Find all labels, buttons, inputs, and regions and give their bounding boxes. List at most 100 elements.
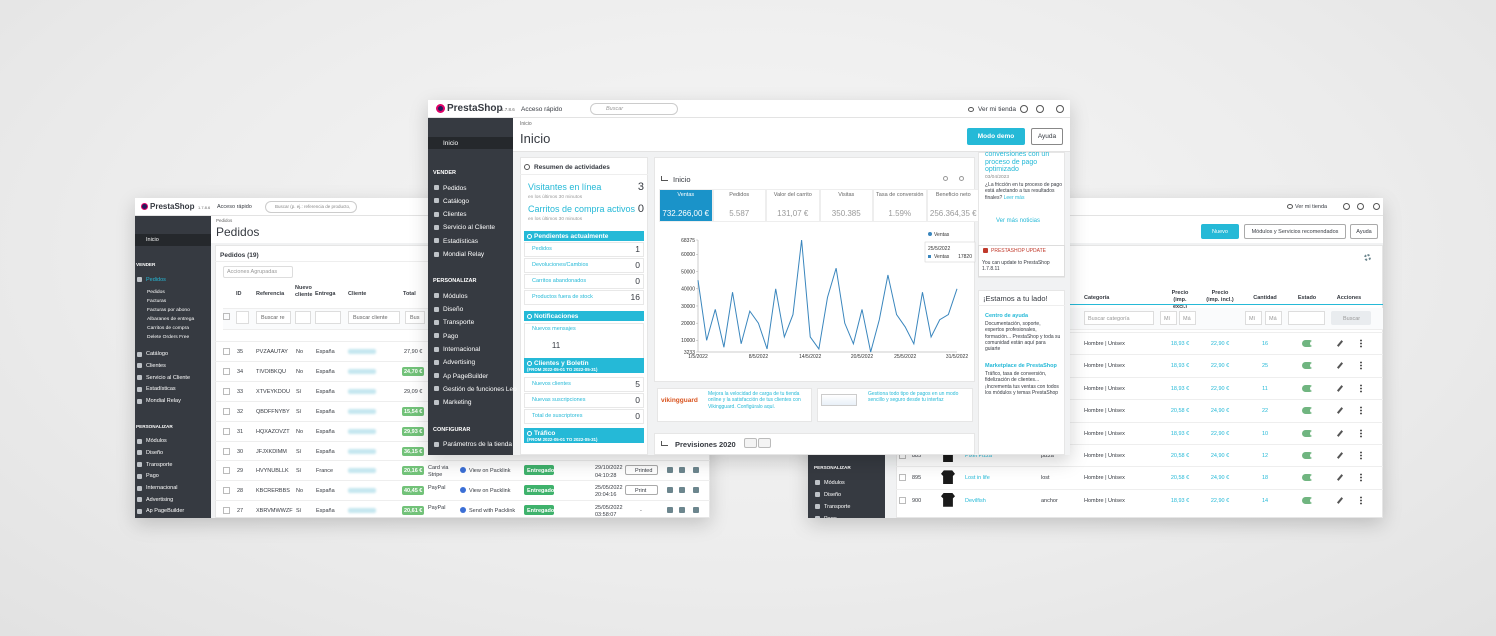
more-icon[interactable] (1360, 451, 1362, 460)
more-icon[interactable] (1360, 428, 1362, 438)
product-name[interactable]: Devilfish (965, 497, 986, 504)
button[interactable] (1244, 224, 1346, 239)
sidebar-link[interactable]: Transporte (146, 461, 173, 468)
metric-label[interactable]: Carritos abandonados (532, 278, 587, 284)
sidebar-link[interactable]: Diseño (824, 491, 842, 498)
header-icon[interactable] (1373, 203, 1380, 210)
kpi-tile[interactable] (766, 189, 820, 222)
prev-button[interactable] (744, 438, 757, 448)
shipping-link[interactable]: Send with Packlink (469, 508, 516, 515)
shipping-link[interactable]: View on Packlink (469, 488, 511, 495)
sidebar-link[interactable]: Estadísticas (443, 237, 479, 245)
checkbox[interactable] (899, 474, 906, 482)
sidebar-link[interactable]: Clientes (443, 211, 467, 219)
sidebar-link[interactable]: Mondial Relay (146, 398, 181, 404)
filter-input[interactable] (1265, 311, 1282, 325)
status-toggle[interactable] (1302, 384, 1313, 392)
filter-input[interactable] (405, 311, 425, 324)
search-box[interactable] (590, 103, 678, 115)
sidebar-link[interactable]: Diseño (443, 306, 464, 314)
sidebar-link[interactable]: Catálogo (443, 197, 470, 205)
search-box[interactable] (265, 201, 357, 213)
view-store[interactable]: Ver mi tienda (978, 106, 1016, 113)
filter-select[interactable] (295, 311, 311, 324)
button[interactable] (1350, 224, 1378, 239)
row-action[interactable] (679, 507, 685, 514)
checkbox[interactable] (223, 313, 230, 320)
header-icon[interactable] (1056, 105, 1064, 113)
checkbox[interactable] (223, 387, 230, 395)
promo-text[interactable]: Mejora la velocidad de carga de tu tiend… (708, 391, 801, 410)
sidebar-sublink[interactable]: Albaranes de entrega (147, 317, 195, 323)
row-action[interactable] (667, 467, 673, 474)
promo-text[interactable]: Gestiona todo tipo de pagos en un modo s… (868, 391, 959, 404)
header-icon[interactable] (1036, 105, 1044, 113)
search-button[interactable] (1331, 311, 1371, 325)
sidebar-link[interactable]: Inicio (146, 237, 159, 243)
view-store[interactable]: Ver mi tienda (1295, 204, 1328, 210)
kpi-tile[interactable] (873, 189, 927, 222)
header-icon[interactable] (1357, 203, 1364, 210)
more-icon[interactable] (1360, 339, 1362, 348)
sidebar-sublink[interactable]: Delete Orders Free (147, 335, 190, 341)
sidebar-link[interactable]: Catálogo (146, 351, 169, 358)
sidebar-link[interactable]: Módulos (824, 479, 845, 486)
product-name[interactable]: Pixel Pizza (965, 453, 992, 459)
status-toggle[interactable] (1302, 496, 1313, 504)
filter-input[interactable] (1084, 311, 1154, 325)
sidebar-link[interactable]: Transporte (443, 319, 475, 327)
bulk-actions[interactable] (223, 266, 293, 278)
filter-input[interactable] (348, 311, 400, 324)
filter-select[interactable] (315, 311, 341, 324)
status-toggle[interactable] (1302, 407, 1313, 415)
sidebar-sublink[interactable]: Facturas (147, 299, 167, 305)
sidebar-link[interactable]: Módulos (146, 438, 167, 445)
help-link[interactable]: Marketplace de PrestaShop (985, 363, 1057, 369)
sidebar-link[interactable]: Transporte (824, 503, 851, 510)
filter-input[interactable] (256, 311, 291, 324)
sidebar-link[interactable]: Diseño (146, 449, 164, 456)
kpi-tile[interactable] (819, 189, 873, 222)
row-action[interactable] (679, 487, 685, 494)
row-action[interactable] (667, 507, 673, 514)
settings-icon[interactable] (1364, 254, 1371, 261)
status-toggle[interactable] (1302, 429, 1313, 437)
kpi-tile[interactable] (712, 189, 766, 222)
metric-label[interactable]: Productos fuera de stock (532, 294, 593, 300)
metric-label[interactable]: Devoluciones/Cambios (532, 262, 589, 268)
next-button[interactable] (758, 438, 771, 448)
promo-card[interactable] (657, 388, 812, 422)
checkbox[interactable] (223, 367, 230, 375)
sidebar-link[interactable]: Parámetros de la tienda (443, 441, 513, 448)
sidebar-link[interactable]: Advertising (443, 359, 476, 367)
header-icon[interactable] (1020, 105, 1028, 113)
metric-label[interactable]: Pedidos (532, 246, 552, 252)
print-button[interactable] (625, 465, 658, 476)
help-button[interactable] (1031, 128, 1063, 145)
row-action[interactable] (693, 467, 699, 474)
checkbox[interactable] (223, 407, 230, 415)
filter-input[interactable] (1160, 311, 1177, 325)
filter-input[interactable] (1245, 311, 1262, 325)
more-icon[interactable] (1360, 383, 1362, 393)
header-icon[interactable] (1343, 203, 1350, 210)
sidebar-sublink[interactable]: Carritos de compra (147, 326, 189, 332)
checkbox[interactable] (223, 507, 230, 515)
news-title[interactable]: conversiones con un proceso de pago opti… (985, 151, 1050, 173)
kpi-tile[interactable] (926, 189, 980, 222)
row-action[interactable] (679, 467, 685, 474)
metric-label[interactable]: Nuevos clientes (532, 381, 571, 387)
sidebar-link[interactable]: Ap PageBuilder (146, 508, 185, 515)
checkbox[interactable] (899, 496, 906, 504)
sidebar-link[interactable]: Servicio al Cliente (146, 374, 191, 381)
more-news[interactable]: Ver más noticias (996, 218, 1041, 224)
checkbox[interactable] (223, 487, 230, 495)
status-toggle[interactable] (1302, 340, 1313, 347)
more-icon[interactable] (1360, 473, 1362, 483)
metric-label[interactable]: Nuevas suscripciones (532, 397, 586, 403)
shipping-link[interactable]: View on Packlink (469, 468, 511, 475)
row-action[interactable] (693, 507, 699, 514)
checkbox[interactable] (223, 467, 230, 475)
help-link[interactable]: Centro de ayuda (985, 313, 1029, 319)
metric-label[interactable]: Nuevos mensajes (532, 326, 576, 332)
